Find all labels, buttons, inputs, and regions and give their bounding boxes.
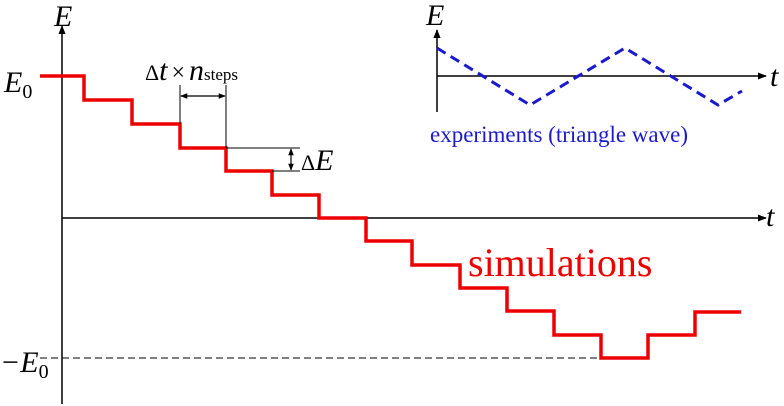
simulations-label: simulations — [468, 240, 652, 285]
experiments-label: experiments (triangle wave) — [430, 122, 688, 147]
step-width-t: t — [159, 54, 168, 87]
inset-y-axis-label: E — [425, 0, 444, 32]
step-width-delta: Δ — [145, 60, 159, 85]
y-tick-e0-main: E — [3, 66, 22, 99]
y-tick-neg-e0-sub: 0 — [39, 361, 49, 383]
y-tick-neg-e0: −E0 — [0, 346, 49, 383]
main-x-axis-label: t — [766, 200, 775, 233]
step-height-label: ΔE — [301, 144, 333, 177]
main-y-axis-label: E — [53, 0, 72, 33]
y-tick-e0-sub: 0 — [22, 81, 32, 103]
step-height-delta: Δ — [301, 150, 315, 175]
experiments-triangle-wave — [436, 46, 743, 107]
step-width-label: Δt × nsteps — [145, 54, 238, 87]
step-width-sub: steps — [204, 65, 238, 84]
y-tick-e0: E0 — [3, 66, 32, 103]
y-tick-neg-e0-main: −E — [0, 346, 39, 379]
inset-x-axis-label: t — [770, 60, 779, 93]
step-width-n: n — [189, 54, 204, 87]
step-width-times: × — [172, 60, 186, 86]
simulation-staircase — [40, 74, 741, 360]
step-height-e: E — [314, 144, 333, 177]
